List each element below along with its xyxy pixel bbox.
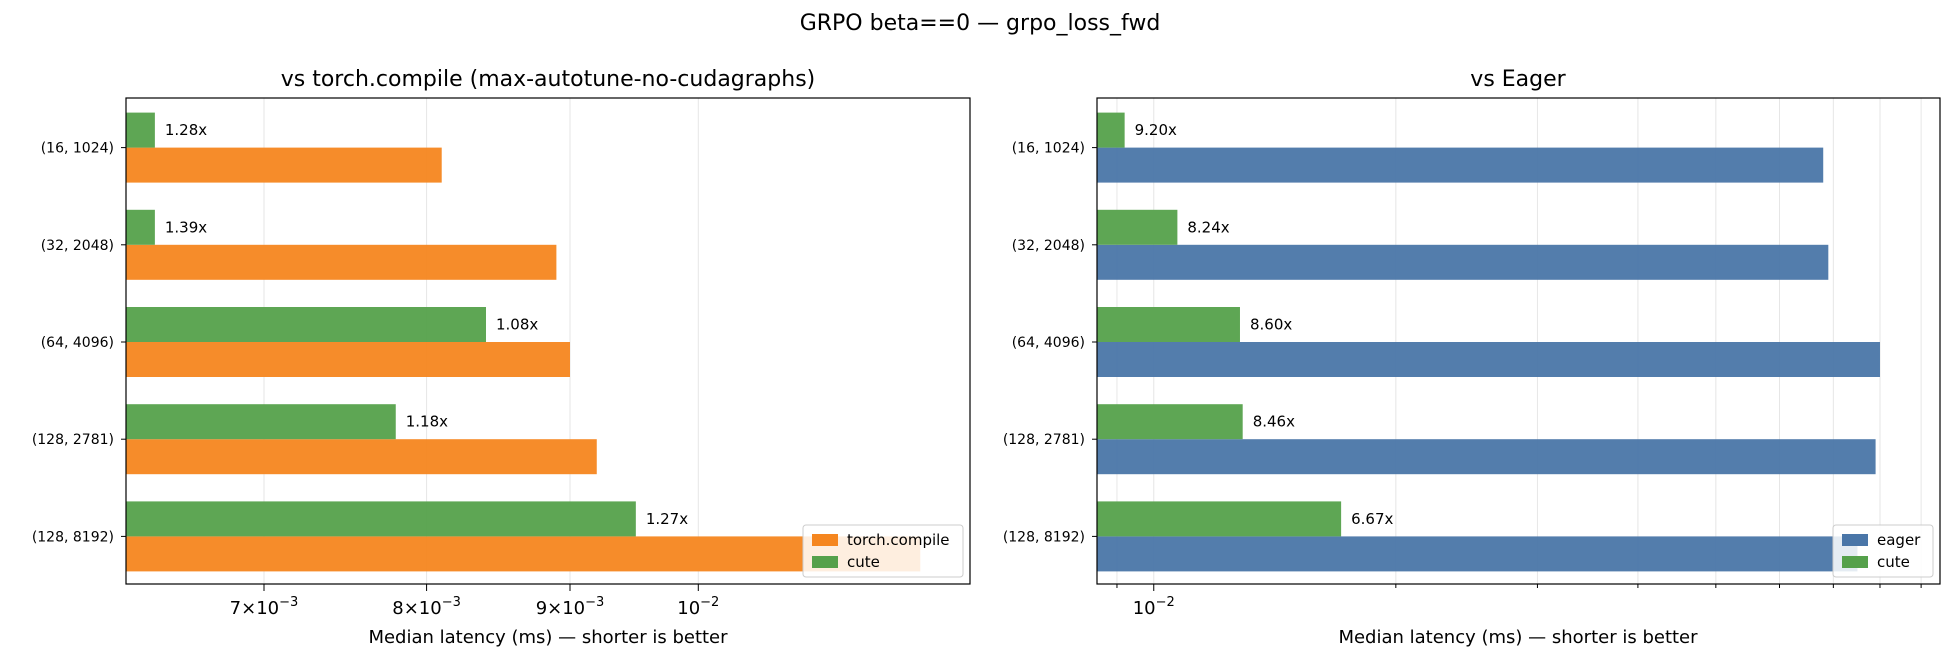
right-bar-eager: [1097, 342, 1880, 377]
right-category-label: (32, 2048): [1012, 238, 1085, 254]
right-bar-cute: [1097, 404, 1243, 440]
left-xtick-label: 10−2: [677, 595, 719, 619]
left-bar-torchcompile: [126, 147, 442, 183]
left-speedup-label: 1.18x: [406, 413, 448, 431]
left-xtick-label: 8×10−3: [392, 595, 461, 619]
left-speedup-label: 1.28x: [165, 121, 207, 139]
right-legend-swatch: [1842, 534, 1868, 546]
right-legend-label: eager: [1877, 531, 1921, 549]
chart-right-xlabel: Median latency (ms) — shorter is better: [1338, 627, 1698, 648]
right-speedup-label: 8.24x: [1187, 218, 1229, 236]
right-bar-cute: [1097, 209, 1178, 245]
chart-right: vs Eager Median latency (ms) — shorter i…: [1003, 67, 1941, 648]
right-speedup-label: 6.67x: [1351, 510, 1393, 528]
right-bar-eager: [1097, 536, 1858, 572]
left-xtick-label: 7×10−3: [230, 595, 299, 619]
left-legend-swatch: [812, 556, 838, 568]
right-bar-cute: [1097, 501, 1342, 537]
chart-left-xlabel: Median latency (ms) — shorter is better: [368, 627, 728, 648]
left-bar-cute: [126, 307, 486, 342]
right-axes-frame: [1096, 97, 1941, 585]
right-bar-cute: [1097, 307, 1240, 342]
left-bar-torchcompile: [126, 244, 557, 280]
left-bar-torchcompile: [126, 439, 597, 475]
right-bar-cute: [1097, 112, 1125, 148]
right-bar-eager: [1097, 244, 1829, 280]
chart-left-title: vs torch.compile (max-autotune-no-cudagr…: [281, 67, 816, 92]
left-category-label: (128, 8192): [32, 529, 114, 545]
right-category-label: (128, 8192): [1003, 529, 1085, 545]
left-category-label: (32, 2048): [41, 238, 114, 254]
right-speedup-label: 9.20x: [1135, 121, 1177, 139]
left-speedup-label: 1.39x: [165, 218, 207, 236]
left-legend-label: torch.compile: [847, 531, 950, 549]
right-legend-label: cute: [1877, 553, 1910, 571]
right-xtick-label: 10−2: [1133, 595, 1175, 619]
right-legend-swatch: [1842, 556, 1868, 568]
right-category-label: (64, 4096): [1012, 335, 1085, 351]
chart-left: vs torch.compile (max-autotune-no-cudagr…: [32, 67, 971, 648]
left-speedup-label: 1.27x: [646, 510, 688, 528]
left-legend-label: cute: [847, 553, 880, 571]
left-legend: torch.compile cute: [802, 524, 964, 578]
left-category-label: (64, 4096): [41, 335, 114, 351]
right-bar-eager: [1097, 147, 1824, 183]
left-xtick-label: 9×10−3: [536, 595, 605, 619]
left-bar-torchcompile: [126, 536, 921, 572]
left-bar-cute: [126, 501, 636, 537]
left-bar-cute: [126, 209, 155, 245]
chart-right-title: vs Eager: [1470, 67, 1566, 92]
left-bar-cute: [126, 112, 155, 148]
right-bar-eager: [1097, 439, 1876, 475]
right-category-label: (128, 2781): [1003, 432, 1085, 448]
figure-title: GRPO beta==0 — grpo_loss_fwd: [800, 11, 1161, 36]
left-speedup-label: 1.08x: [496, 316, 538, 334]
right-speedup-label: 8.46x: [1253, 413, 1295, 431]
left-legend-swatch: [812, 534, 838, 546]
left-category-label: (128, 2781): [32, 432, 114, 448]
left-axes-frame: [125, 97, 971, 585]
left-bar-cute: [126, 404, 396, 440]
left-bar-torchcompile: [126, 342, 571, 377]
right-speedup-label: 8.60x: [1250, 316, 1292, 334]
left-category-label: (16, 1024): [41, 141, 114, 157]
right-category-label: (16, 1024): [1012, 141, 1085, 157]
right-legend: eager cute: [1832, 524, 1934, 578]
left-legend-box: [802, 524, 964, 578]
